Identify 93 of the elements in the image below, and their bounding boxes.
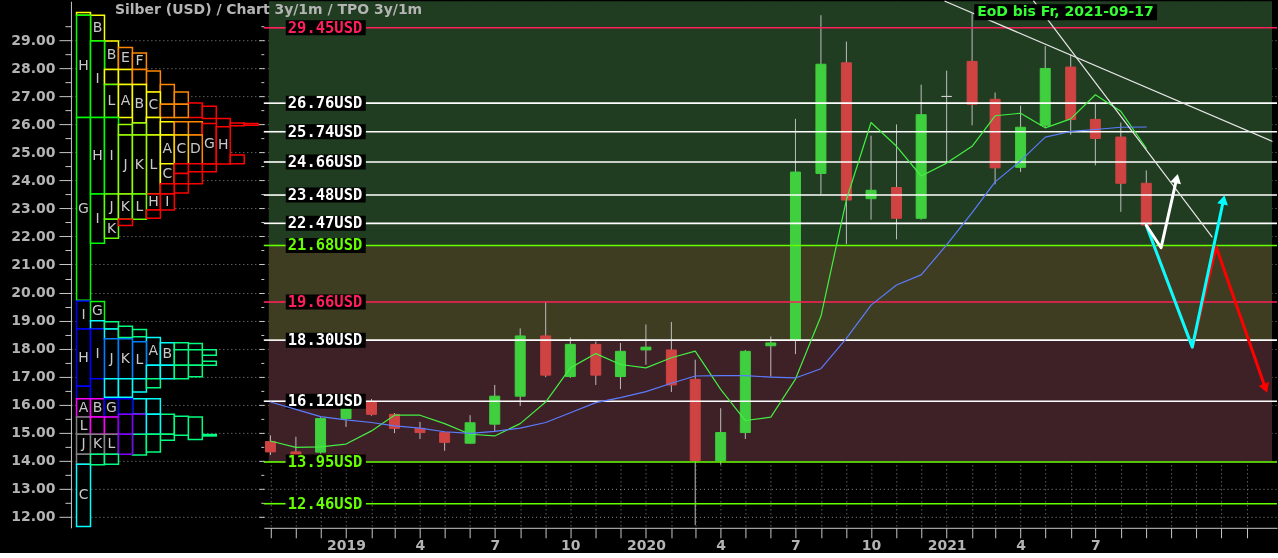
y-tick-label: 29.00: [11, 31, 56, 48]
data-label: C: [78, 486, 89, 503]
data-label: E: [121, 49, 130, 66]
ref-line-label: 19.66USD: [287, 293, 363, 312]
data-label: I: [95, 209, 100, 226]
x-tick-label: 7: [1090, 537, 1101, 554]
data-label: G: [92, 302, 103, 319]
ref-line-label: 21.68USD: [287, 236, 363, 255]
y-tick-label: 27.00: [11, 87, 56, 104]
data-label: D: [189, 140, 201, 157]
data-label: J: [108, 197, 114, 214]
data-label: G: [78, 199, 89, 216]
y-tick-label: 21.00: [11, 256, 56, 273]
candlestick: [640, 323, 652, 366]
y-tick-label: 28.00: [11, 59, 56, 76]
ref-line-label: 22.47USD: [287, 214, 363, 233]
y-tick-label: 23.00: [11, 199, 56, 216]
data-label: H: [78, 348, 89, 365]
ref-line-label: 23.48USD: [287, 186, 363, 205]
x-tick-label: 2020: [626, 537, 667, 554]
data-label: A: [120, 91, 131, 108]
y-tick-label: 16.00: [11, 396, 56, 413]
ref-line-label: 26.76USD: [287, 94, 363, 113]
candlestick: [941, 70, 953, 164]
data-label: C: [176, 140, 187, 157]
data-label: A: [162, 140, 173, 157]
data-label: J: [80, 435, 86, 452]
y-tick-label: 19.00: [11, 312, 56, 329]
data-label: C: [148, 95, 159, 112]
ref-line-label: 12.46USD: [287, 494, 363, 513]
x-tick-label: 4: [415, 537, 426, 554]
data-label: L: [135, 197, 144, 214]
data-label: L: [149, 155, 158, 172]
ref-line-label: 13.95USD: [287, 452, 363, 471]
data-label: I: [81, 305, 86, 322]
data-label: L: [107, 91, 116, 108]
x-tick-label: 10: [561, 537, 581, 554]
candlestick: [439, 432, 451, 452]
ref-line-label: 16.12USD: [287, 392, 363, 411]
chart-title: Silber (USD) / Chart 3y/1m / TPO 3y/1m: [114, 1, 423, 18]
x-tick-label: 4: [1016, 537, 1027, 554]
data-label: A: [148, 342, 159, 359]
x-tick-label: 2021: [927, 537, 967, 554]
data-label: G: [106, 398, 117, 415]
ref-line-label: 18.30USD: [287, 331, 363, 350]
data-label: H: [92, 146, 103, 163]
data-label: B: [134, 94, 145, 111]
ref-line-label: 29.45USD: [287, 18, 363, 37]
y-tick-label: 22.00: [11, 228, 56, 244]
y-tick-label: 20.00: [11, 284, 56, 301]
data-label: L: [79, 416, 88, 433]
x-tick-label: 4: [716, 537, 727, 554]
y-tick-label: 15.00: [11, 424, 56, 441]
data-label: I: [109, 146, 114, 163]
data-label: A: [78, 398, 89, 415]
data-label: L: [107, 435, 116, 452]
data-label: B: [92, 398, 103, 415]
y-tick-label: 17.00: [11, 368, 56, 385]
x-tick-label: 10: [861, 537, 882, 554]
y-tick-label: 18.00: [11, 340, 56, 357]
x-tick-label: 2019: [327, 537, 366, 554]
data-label: B: [106, 46, 117, 63]
data-label: L: [135, 351, 144, 368]
data-label: H: [218, 136, 229, 153]
data-label: J: [108, 349, 114, 366]
data-label: K: [120, 349, 131, 366]
y-tick-label: 26.00: [11, 115, 56, 132]
data-label: B: [162, 345, 173, 361]
y-tick-label: 25.00: [11, 143, 56, 160]
data-label: I: [95, 70, 100, 87]
candlestick: [765, 336, 777, 378]
y-tick-label: 24.00: [11, 171, 56, 188]
data-label: I: [95, 344, 100, 361]
data-label: I: [165, 192, 170, 209]
annotation: EoD bis Fr, 2021-09-17: [977, 3, 1154, 20]
data-label: J: [122, 155, 128, 172]
x-tick-label: 7: [791, 537, 801, 554]
data-label: G: [203, 134, 215, 151]
data-label: F: [135, 52, 144, 69]
data-label: H: [78, 57, 89, 74]
data-label: H: [148, 192, 159, 209]
data-label: C: [162, 164, 173, 181]
data-label: K: [92, 435, 103, 452]
ref-line-label: 25.74USD: [287, 122, 363, 141]
ref-line-label: 24.66USD: [287, 152, 363, 171]
x-tick-label: 7: [490, 537, 501, 554]
data-label: B: [92, 19, 103, 36]
data-label: K: [120, 197, 131, 214]
y-tick-label: 14.00: [11, 452, 56, 469]
data-label: K: [134, 155, 145, 172]
y-tick-label: 13.00: [11, 480, 56, 497]
y-tick-label: 12.00: [11, 508, 56, 525]
data-label: K: [106, 219, 117, 236]
